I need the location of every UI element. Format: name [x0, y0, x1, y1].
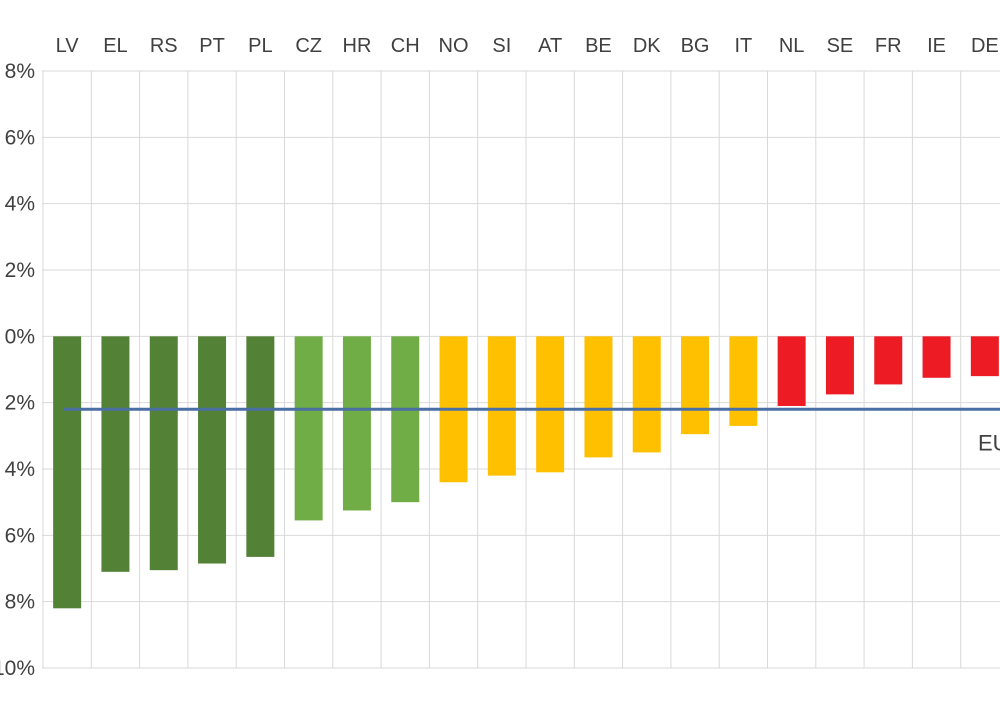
category-label-rs: RS — [150, 35, 178, 57]
bar-el — [101, 336, 130, 572]
category-label-pl: PL — [248, 35, 272, 57]
category-label-de: DE — [971, 35, 999, 57]
bar-cz — [294, 336, 323, 521]
category-label-be: BE — [585, 35, 612, 57]
bar-pt — [198, 336, 227, 564]
bar-rs — [149, 336, 178, 571]
y-axis-tick-labels: 8% 6% 4% 2% 0% 2% 4% 6% 8% 10% — [0, 60, 35, 680]
category-labels: LV EL RS PT PL CZ HR CH NO SI AT BE DK BG IT NL SE FR IE DE — [56, 35, 999, 57]
bar-dk — [632, 336, 661, 453]
category-label-ie: IE — [927, 35, 946, 57]
bar-de — [970, 336, 999, 377]
y-tick-label: 2% — [5, 392, 35, 415]
bar-nl — [777, 336, 806, 406]
category-label-hr: HR — [343, 35, 372, 57]
category-label-el: EL — [103, 35, 127, 57]
category-label-pt: PT — [199, 35, 225, 57]
reference-line-group: EU — [63, 407, 1000, 455]
y-tick-label: 2% — [5, 259, 35, 282]
category-label-no: NO — [439, 35, 469, 57]
category-label-dk: DK — [633, 35, 661, 57]
category-label-it: IT — [734, 35, 752, 57]
bar-at — [536, 336, 565, 473]
category-label-bg: BG — [681, 35, 710, 57]
y-tick-label: 0% — [5, 325, 35, 348]
category-label-ch: CH — [391, 35, 420, 57]
category-label-at: AT — [538, 35, 562, 57]
category-label-cz: CZ — [295, 35, 322, 57]
bar-se — [825, 336, 854, 395]
bar-pl — [246, 336, 275, 557]
category-label-se: SE — [827, 35, 854, 57]
bar-si — [487, 336, 516, 476]
bar-it — [729, 336, 758, 426]
category-label-fr: FR — [875, 35, 902, 57]
bars — [53, 336, 999, 609]
y-tick-label: 4% — [5, 193, 35, 216]
bar-ch — [391, 336, 420, 503]
y-tick-label: 8% — [5, 591, 35, 614]
y-tick-label: 4% — [5, 458, 35, 481]
horizontal-gridlines — [42, 70, 1000, 669]
bar-ie — [922, 336, 951, 378]
bar-hr — [342, 336, 371, 511]
y-tick-label: 10% — [0, 657, 35, 680]
y-tick-label: 8% — [5, 60, 35, 83]
bar-fr — [874, 336, 903, 385]
y-tick-label: 6% — [5, 524, 35, 547]
category-label-si: SI — [492, 35, 511, 57]
bar-lv — [53, 336, 82, 609]
bar-be — [584, 336, 613, 458]
y-tick-label: 6% — [5, 126, 35, 149]
eu-reference-label: EU — [978, 430, 1000, 455]
category-label-nl: NL — [779, 35, 805, 57]
bar-bg — [681, 336, 710, 435]
vertical-gridlines — [42, 71, 962, 668]
category-label-lv: LV — [56, 35, 80, 57]
